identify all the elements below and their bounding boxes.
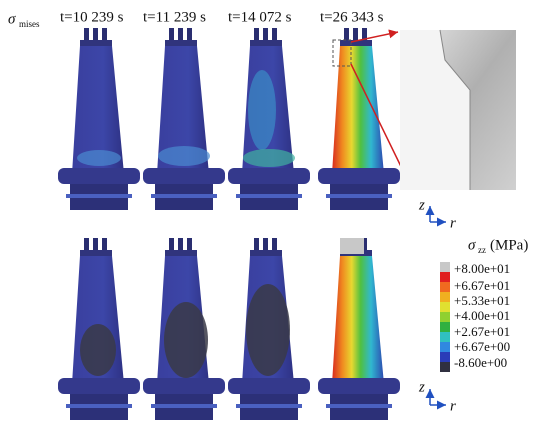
legend-symbol: σ (468, 237, 476, 253)
legend-value: +6.67e+01 (454, 278, 510, 293)
legend-subscript: zz (478, 245, 486, 255)
time-label: t=10 239 s (60, 9, 124, 25)
contour-patch (243, 149, 295, 167)
time-label: t=11 239 s (143, 9, 206, 25)
axis-label: r (450, 398, 456, 414)
blade-contour (318, 28, 400, 210)
axis-label: r (450, 215, 456, 231)
blade-contour (318, 238, 400, 420)
legend-unit: (MPa) (490, 237, 528, 253)
legend-value: +4.00e+01 (454, 308, 510, 323)
stress-subscript: mises (19, 19, 40, 29)
legend-value: +8.00e+01 (454, 261, 510, 276)
time-label: t=14 072 s (228, 9, 292, 25)
stress-symbol: σ (8, 11, 16, 27)
figure: σ mises t=10 239 s t=11 239 s t=14 072 s… (0, 0, 536, 424)
axis-label: z (418, 379, 425, 395)
color-scale (440, 262, 450, 372)
legend-value: +2.67e+01 (454, 324, 510, 339)
contour-patch (80, 324, 116, 376)
axis-label: z (418, 197, 425, 213)
contour-patch (248, 70, 276, 150)
contour-patch (340, 238, 364, 254)
zoom-arrow (351, 32, 398, 42)
contour-patch (77, 150, 121, 166)
legend-value: +5.33e+01 (454, 293, 510, 308)
legend-value: -8.60e+00 (454, 355, 507, 370)
contour-patch (158, 146, 210, 166)
contour-patch (246, 284, 290, 376)
blade-contour (143, 28, 225, 210)
blade-contour (58, 28, 140, 210)
contour-patch (164, 302, 208, 378)
legend-value: +6.67e+00 (454, 339, 510, 354)
time-label: t=26 343 s (320, 9, 384, 25)
